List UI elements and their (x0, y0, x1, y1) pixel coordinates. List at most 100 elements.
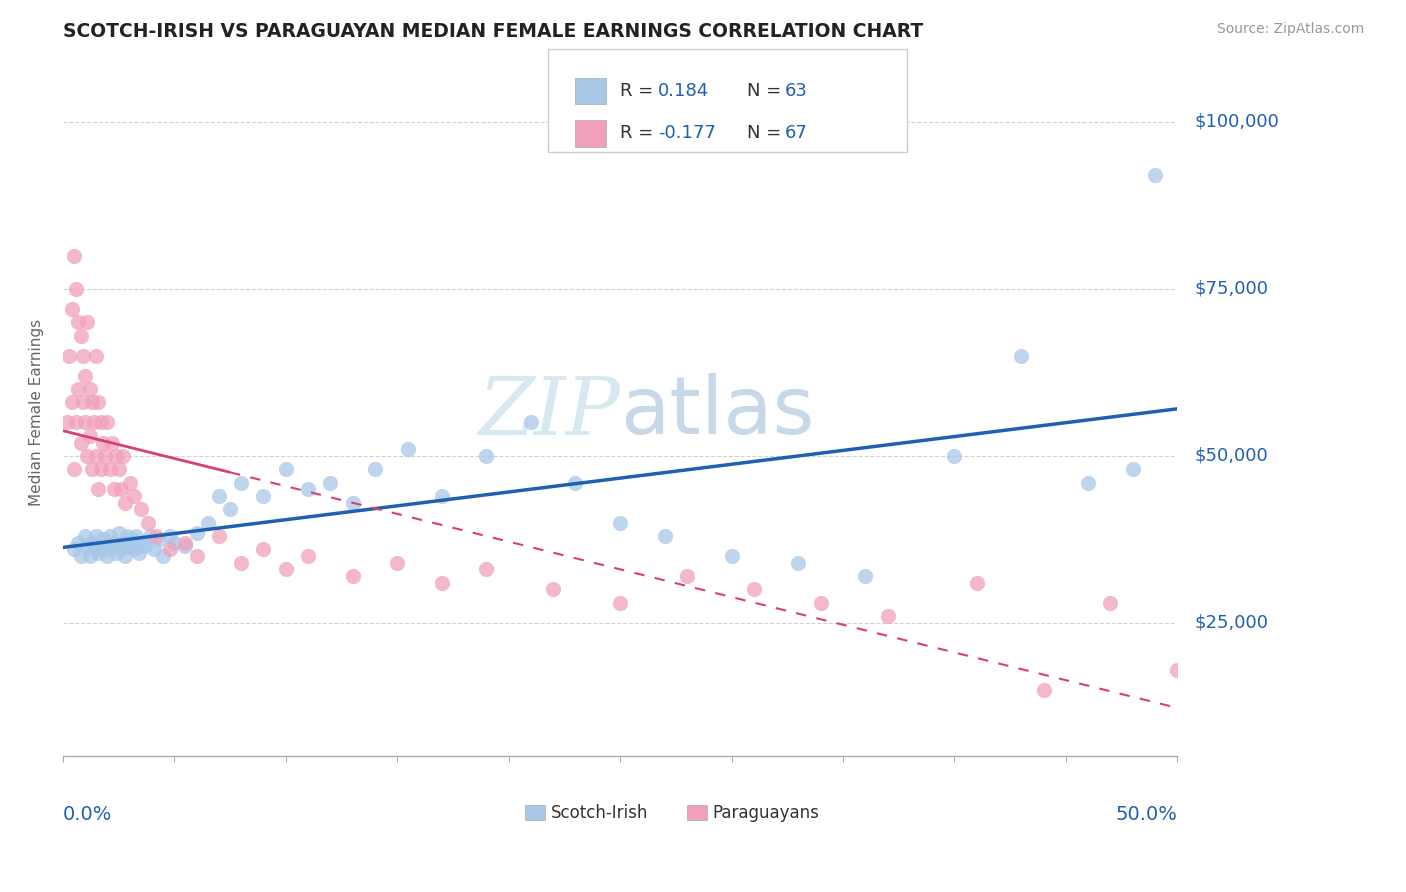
Point (364, 462, 387, 476)
Point (319, 475, 342, 490)
Point (430, 575, 453, 590)
Point (720, 549, 742, 563)
Point (385, 556, 408, 570)
Point (475, 562, 498, 576)
Point (79, 549, 101, 563)
Text: Source: ZipAtlas.com: Source: ZipAtlas.com (1216, 22, 1364, 37)
Point (101, 435, 124, 450)
Point (122, 489, 145, 503)
Point (1122, 462, 1144, 476)
Point (84, 349, 107, 363)
Point (174, 539, 197, 553)
Text: 63: 63 (785, 82, 807, 100)
Point (128, 546, 150, 560)
Point (229, 475, 252, 490)
Point (787, 556, 810, 570)
Point (274, 462, 297, 476)
Text: atlas: atlas (620, 374, 814, 451)
Point (853, 569, 876, 583)
Point (83, 542, 105, 557)
Point (67, 535, 90, 549)
Point (342, 495, 364, 509)
Point (145, 529, 167, 543)
Point (430, 489, 453, 503)
Point (564, 475, 586, 490)
Point (91, 533, 114, 547)
Text: 50.0%: 50.0% (1115, 805, 1177, 823)
Point (541, 582, 564, 597)
Point (219, 502, 242, 516)
Point (75, 368, 97, 383)
Bar (526, 805, 546, 821)
Point (63, 462, 86, 476)
Point (742, 582, 765, 597)
Point (966, 575, 988, 590)
Point (139, 529, 162, 543)
Point (79, 429, 101, 443)
Point (1166, 663, 1188, 677)
Point (252, 542, 274, 557)
Text: $50,000: $50,000 (1194, 447, 1268, 465)
Point (105, 546, 128, 560)
Point (69, 328, 91, 343)
Point (1143, 169, 1166, 183)
Point (69, 435, 91, 450)
Point (80, 462, 103, 476)
Point (111, 535, 134, 549)
Text: -0.177: -0.177 (658, 124, 716, 142)
Point (208, 489, 231, 503)
Point (83, 416, 105, 430)
Point (110, 542, 132, 557)
Point (197, 516, 219, 530)
Text: 67: 67 (785, 124, 807, 142)
Text: 0.0%: 0.0% (63, 805, 112, 823)
Point (90, 462, 112, 476)
Point (609, 516, 631, 530)
Point (107, 462, 129, 476)
Point (96, 416, 118, 430)
Point (72, 349, 94, 363)
Point (1099, 596, 1122, 610)
Text: ZIP: ZIP (478, 374, 620, 451)
Text: 0.184: 0.184 (658, 82, 709, 100)
Point (1032, 682, 1054, 697)
Point (396, 442, 419, 457)
Point (143, 542, 166, 557)
Point (186, 549, 208, 563)
Point (60, 395, 83, 409)
Point (63, 248, 86, 262)
Text: SCOTCH-IRISH VS PARAGUAYAN MEDIAN FEMALE EARNINGS CORRELATION CHART: SCOTCH-IRISH VS PARAGUAYAN MEDIAN FEMALE… (63, 22, 924, 41)
Point (80, 395, 103, 409)
Point (297, 483, 319, 497)
Point (475, 449, 498, 463)
Point (1010, 349, 1032, 363)
Point (80, 535, 103, 549)
Point (84, 449, 107, 463)
Point (91, 435, 114, 450)
Point (229, 556, 252, 570)
Point (136, 516, 159, 530)
Point (117, 529, 139, 543)
Point (65, 282, 87, 296)
Text: R =: R = (620, 82, 659, 100)
Point (56, 416, 79, 430)
Text: Scotch-Irish: Scotch-Irish (551, 804, 648, 822)
Point (75, 416, 97, 430)
Point (186, 525, 208, 540)
Point (76, 315, 98, 329)
Text: Paraguayans: Paraguayans (713, 804, 820, 822)
Text: $75,000: $75,000 (1194, 280, 1268, 298)
Point (87, 483, 110, 497)
Point (79, 382, 101, 396)
Point (90, 542, 112, 557)
Point (65, 416, 87, 430)
Text: N =: N = (747, 82, 786, 100)
Point (274, 562, 297, 576)
Point (159, 529, 181, 543)
Point (114, 495, 136, 509)
Text: R =: R = (620, 124, 659, 142)
Point (609, 596, 631, 610)
Point (148, 533, 170, 547)
Point (1077, 475, 1099, 490)
Point (810, 596, 832, 610)
